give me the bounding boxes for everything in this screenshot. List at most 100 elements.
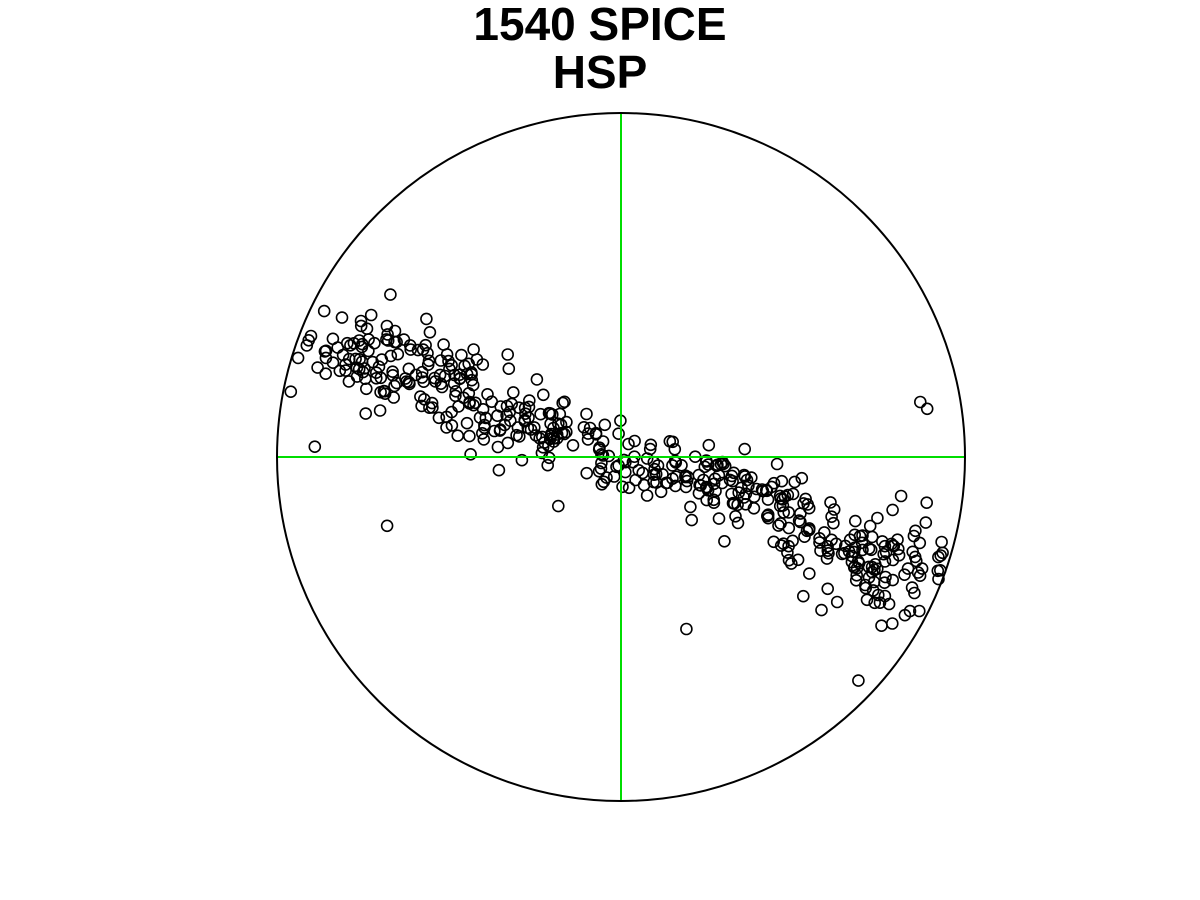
- data-point: [488, 424, 501, 438]
- data-point: [640, 452, 654, 465]
- data-point: [420, 312, 433, 326]
- data-point: [796, 589, 810, 603]
- data-point: [284, 385, 298, 399]
- data-point: [885, 617, 899, 630]
- data-point: [817, 526, 831, 539]
- data-point: [782, 539, 795, 553]
- data-point: [723, 473, 737, 487]
- data-point: [522, 411, 535, 424]
- data-point: [628, 434, 641, 448]
- data-point: [731, 516, 745, 530]
- data-point: [380, 519, 394, 533]
- data-point: [774, 539, 788, 552]
- data-point: [358, 372, 372, 386]
- data-point: [782, 553, 796, 567]
- data-point: [501, 348, 515, 361]
- data-point: [710, 459, 724, 473]
- data-point: [596, 435, 610, 448]
- data-point: [636, 466, 650, 480]
- data-point: [729, 509, 742, 523]
- data-point: [384, 288, 397, 301]
- data-point: [791, 553, 805, 567]
- data-point: [381, 334, 395, 347]
- primitive-circle: [276, 112, 966, 802]
- data-point: [319, 344, 333, 358]
- data-point: [311, 361, 324, 374]
- data-point: [414, 390, 427, 403]
- data-point: [878, 555, 892, 568]
- data-point: [411, 343, 425, 357]
- data-point: [702, 438, 716, 452]
- data-point: [879, 570, 892, 584]
- data-point: [679, 469, 692, 483]
- data-point: [445, 419, 459, 432]
- data-point: [479, 411, 493, 425]
- data-point: [354, 319, 368, 333]
- data-point: [368, 336, 381, 350]
- data-point: [594, 462, 608, 475]
- data-point: [919, 516, 933, 529]
- data-point: [784, 557, 798, 570]
- data-point: [830, 595, 844, 609]
- data-point: [685, 513, 699, 527]
- data-point: [761, 493, 775, 506]
- data-point: [654, 485, 668, 499]
- data-point: [744, 471, 758, 484]
- data-point: [707, 496, 721, 510]
- data-point: [794, 507, 807, 520]
- data-point: [849, 573, 863, 587]
- data-point: [898, 608, 912, 622]
- data-point: [848, 541, 862, 554]
- data-point: [936, 546, 949, 560]
- data-point: [715, 476, 729, 490]
- data-point: [915, 562, 929, 575]
- data-point: [452, 400, 465, 413]
- data-point: [492, 463, 506, 477]
- data-point: [912, 604, 926, 618]
- data-point: [815, 603, 828, 617]
- data-point: [354, 314, 368, 328]
- data-point: [860, 593, 874, 607]
- data-point: [794, 515, 807, 529]
- data-point: [776, 499, 790, 512]
- data-point: [648, 462, 661, 476]
- data-point: [747, 501, 761, 515]
- data-point: [510, 428, 523, 442]
- data-point: [422, 354, 436, 368]
- data-point: [727, 466, 741, 480]
- data-point: [417, 375, 431, 389]
- data-point: [340, 336, 354, 350]
- data-point: [825, 510, 838, 524]
- data-point: [886, 539, 900, 552]
- data-point: [388, 324, 402, 338]
- data-point: [788, 475, 802, 489]
- data-point: [612, 459, 625, 472]
- data-point: [644, 438, 658, 452]
- data-point: [500, 408, 513, 422]
- data-point: [935, 535, 948, 549]
- data-point: [342, 375, 356, 388]
- data-point: [856, 543, 869, 557]
- data-point: [359, 407, 373, 420]
- data-point: [335, 311, 349, 324]
- data-point: [556, 396, 570, 410]
- data-point: [592, 464, 606, 478]
- data-point: [911, 566, 925, 579]
- data-point: [795, 471, 809, 485]
- data-point: [501, 436, 515, 450]
- data-point: [862, 542, 876, 555]
- data-point: [481, 387, 494, 401]
- data-point: [898, 568, 911, 582]
- data-point: [848, 514, 862, 528]
- data-point: [373, 404, 387, 417]
- data-point: [377, 384, 391, 398]
- data-point: [738, 442, 752, 456]
- data-point: [353, 352, 366, 366]
- data-point: [781, 488, 795, 502]
- data-point: [649, 467, 663, 481]
- data-point: [551, 499, 565, 513]
- data-point: [932, 572, 945, 586]
- data-point: [871, 588, 885, 602]
- data-point: [433, 368, 447, 382]
- chart-title-line-2: HSP: [552, 46, 648, 98]
